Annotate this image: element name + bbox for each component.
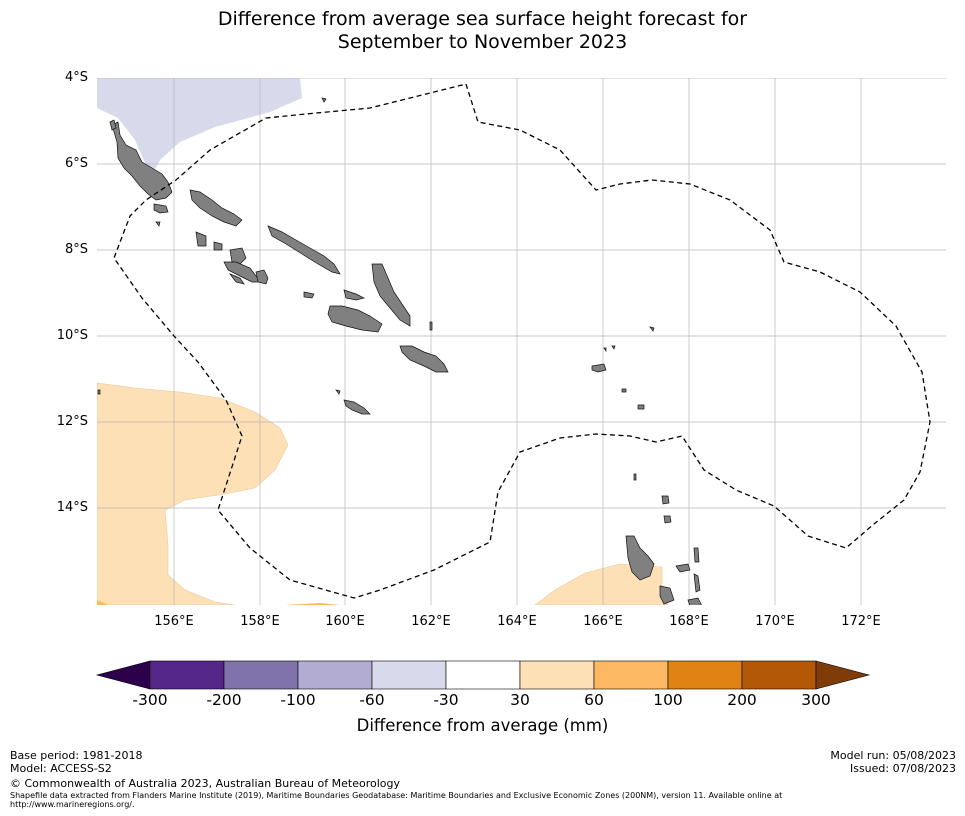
island-tikopia [637,404,645,410]
island-gaua [661,495,670,505]
island-vella-lavella [213,241,223,251]
lat-label-14s: 14°S [56,500,88,515]
island-malakula [659,585,675,605]
colorbar [95,660,871,690]
lon-label-170e: 170°E [755,614,795,629]
colorbar-segment [667,660,743,690]
colorbar-tick-6: 30 [510,691,530,709]
lon-label-158e: 158°E [240,614,280,629]
island-treasury [155,221,161,227]
colorbar-extend-low [95,660,151,690]
colorbar-extend-high [815,660,871,690]
colorbar-segment [741,660,817,690]
colorbar-segment [223,660,299,690]
island-nukumanu [321,97,327,103]
island-maewo [693,547,700,563]
map-panel [97,78,946,605]
title-line-2: September to November 2023 [337,31,628,53]
island-shortland [153,203,169,214]
colorbar-segment [149,660,225,690]
colorbar-tick-8: 100 [653,691,683,709]
anomaly-region-positive-west [97,382,289,605]
colorbar-tick-10: 300 [801,691,831,709]
colorbar-tick-9: 200 [727,691,757,709]
title-line-1: Difference from average sea surface heig… [217,8,748,30]
island-small-2 [97,389,101,395]
island-new-georgia [195,231,207,247]
island-rennell [343,399,371,415]
island-russell [255,269,269,285]
island-santa-isabel [267,225,341,275]
colorbar-segment [519,660,595,690]
island-espiritu-santo [625,535,655,581]
lon-label-168e: 168°E [669,614,709,629]
island-kolombangara [229,247,247,265]
colorbar-segment [371,660,447,690]
footer-shapefile-credit: Shapefile data extracted from Flanders M… [10,791,930,809]
lon-label-172e: 172°E [841,614,881,629]
footer-issued: Issued: 07/08/2023 [849,762,956,775]
footer-shapefile-line-1: Shapefile data extracted from Flanders M… [10,791,783,800]
colorbar-tick-4: -60 [359,691,385,709]
island-santa-cruz-nendo [591,363,607,373]
colorbar-tick-7: 60 [584,691,604,709]
colorbar-segment [297,660,373,690]
colorbar-segment [593,660,669,690]
island-ambae [675,563,691,573]
island-florida [343,289,366,301]
anomaly-region-negative-northwest [97,78,302,175]
land-masses [97,97,702,605]
lat-label-6s: 6°S [64,156,88,171]
colorbar-tick-5: -30 [433,691,459,709]
island-malaita [371,263,411,327]
footer-shapefile-line-2: http://www.marineregions.org/. [10,800,135,809]
footer-base-period: Base period: 1981-2018 [10,749,143,762]
lon-label-162e: 162°E [411,614,451,629]
lon-label-166e: 166°E [583,614,623,629]
island-vanua-lava [663,515,672,524]
island-vanikoro [621,388,627,393]
lat-label-8s: 8°S [64,242,88,257]
island-torres [633,473,637,481]
island-utupua [603,347,607,353]
island-ambrym [687,597,702,605]
island-rendova [228,273,245,285]
colorbar-tick-2: -200 [206,691,242,709]
colorbar-tick-3: -100 [280,691,316,709]
colorbar-label: Difference from average (mm) [356,716,609,735]
footer-model-run: Model run: 05/08/2023 [830,749,956,762]
colorbar-tick-1: -300 [132,691,168,709]
island-buka [109,119,117,131]
island-savo [303,291,315,299]
anomaly-region-positive-southwest-corner [97,600,108,605]
island-bougainville [111,121,173,201]
footer-copyright: © Commonwealth of Australia 2023, Austra… [10,777,400,790]
island-makira [399,345,449,373]
island-small-1 [429,321,433,331]
lat-label-10s: 10°S [56,328,88,343]
island-pentecost [693,573,701,593]
anomaly-region-positive-south-strip [285,603,340,605]
island-reef-islands [611,345,616,350]
island-duff [649,326,655,332]
footer-model: Model: ACCESS-S2 [10,762,112,775]
island-bellona [335,389,341,395]
colorbar-segment [445,660,521,690]
lon-label-164e: 164°E [497,614,537,629]
lon-label-160e: 160°E [325,614,365,629]
map-content [97,78,946,605]
lat-label-12s: 12°S [56,414,88,429]
island-choiseul [189,189,243,227]
map-title: Difference from average sea surface heig… [0,8,965,54]
lon-label-156e: 156°E [154,614,194,629]
eez-boundary [113,83,931,599]
island-guadalcanal [327,305,383,333]
lat-label-4s: 4°S [64,70,88,85]
